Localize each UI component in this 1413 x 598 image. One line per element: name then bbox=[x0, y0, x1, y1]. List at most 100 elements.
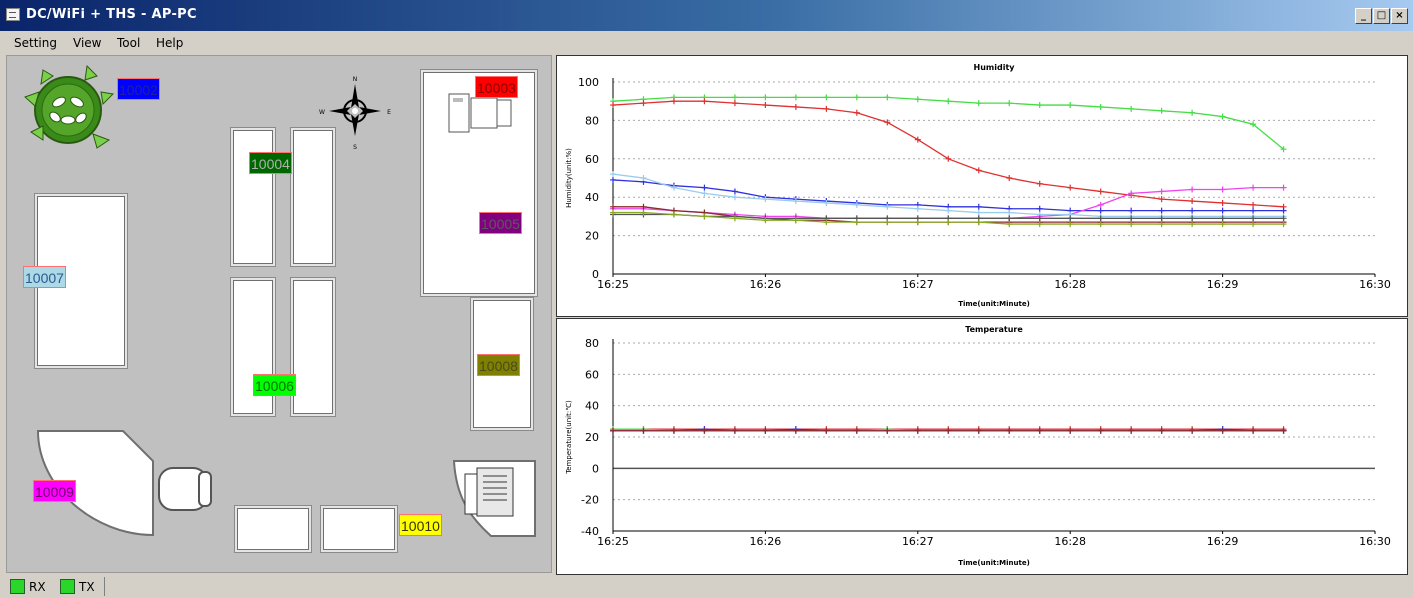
data-point bbox=[792, 103, 799, 110]
data-point bbox=[1189, 198, 1196, 205]
data-point bbox=[792, 198, 799, 205]
plant-icon bbox=[24, 64, 115, 149]
data-point bbox=[1189, 207, 1196, 214]
sensor-10010[interactable]: 10010 bbox=[399, 514, 442, 536]
data-point bbox=[762, 427, 769, 434]
data-point bbox=[1097, 103, 1104, 110]
data-point bbox=[1158, 107, 1165, 114]
app-icon bbox=[6, 8, 20, 21]
series-line bbox=[612, 100, 1284, 208]
y-tick-label: 60 bbox=[585, 368, 599, 381]
y-tick-label: -40 bbox=[581, 525, 599, 538]
data-point bbox=[1219, 186, 1226, 193]
data-point bbox=[731, 194, 738, 201]
temperature-chart-panel: Temperature -40 -20 0 20 40 60 80 16:25 16:26 16:2… bbox=[556, 318, 1408, 575]
rx-indicator-icon bbox=[10, 579, 25, 594]
data-point bbox=[1097, 188, 1104, 195]
data-point bbox=[975, 203, 982, 210]
sensor-10008[interactable]: 10008 bbox=[477, 354, 520, 376]
y-tick-label: 20 bbox=[585, 431, 599, 444]
x-tick-label: 16:26 bbox=[750, 278, 782, 291]
data-point bbox=[610, 427, 616, 434]
cabinet-b bbox=[323, 508, 395, 550]
data-point bbox=[1280, 221, 1287, 228]
data-point bbox=[670, 427, 677, 434]
x-axis-label: Time(unit:Minute) bbox=[958, 300, 1030, 308]
rx-label: RX bbox=[29, 580, 46, 594]
sensor-10004[interactable]: 10004 bbox=[249, 152, 292, 174]
data-point bbox=[731, 427, 738, 434]
close-button[interactable]: × bbox=[1391, 8, 1408, 24]
data-point bbox=[1036, 180, 1043, 187]
corner-table bbox=[36, 430, 154, 537]
data-point bbox=[670, 184, 677, 191]
data-point bbox=[1006, 100, 1013, 107]
data-point bbox=[1250, 427, 1257, 434]
data-point bbox=[1097, 221, 1104, 228]
data-point bbox=[1219, 207, 1226, 214]
sensor-10003[interactable]: 10003 bbox=[475, 76, 518, 98]
sensor-10009[interactable]: 10009 bbox=[33, 480, 76, 502]
menu-help[interactable]: Help bbox=[156, 36, 184, 50]
data-point bbox=[1067, 102, 1074, 109]
sensor-10007[interactable]: 10007 bbox=[23, 266, 66, 288]
data-point bbox=[853, 94, 860, 101]
data-point bbox=[823, 105, 830, 112]
y-axis-label: Temperature(unit:℃) bbox=[565, 400, 573, 475]
data-point bbox=[701, 213, 708, 220]
x-tick-label: 16:29 bbox=[1207, 535, 1239, 548]
data-point bbox=[1189, 109, 1196, 116]
temperature-chart: Temperature -40 -20 0 20 40 60 80 16:25 16:26 16:2… bbox=[565, 325, 1391, 567]
maximize-button[interactable]: □ bbox=[1373, 8, 1390, 24]
data-point bbox=[1097, 201, 1104, 208]
data-point bbox=[1097, 215, 1104, 222]
menu-setting[interactable]: Setting bbox=[14, 36, 57, 50]
data-point bbox=[1189, 427, 1196, 434]
data-point bbox=[640, 427, 647, 434]
data-point bbox=[1250, 121, 1257, 128]
data-point bbox=[975, 100, 982, 107]
compass-w: W bbox=[319, 109, 325, 116]
data-point bbox=[945, 207, 952, 214]
sensor-10005[interactable]: 10005 bbox=[479, 212, 522, 234]
data-point bbox=[914, 136, 921, 143]
data-point bbox=[1219, 221, 1226, 228]
data-point bbox=[1280, 215, 1287, 222]
data-point bbox=[1006, 221, 1013, 228]
status-bar: RX TX bbox=[0, 575, 1413, 598]
minimize-button[interactable]: _ bbox=[1355, 8, 1372, 24]
data-point bbox=[1067, 184, 1074, 191]
data-point bbox=[975, 219, 982, 226]
data-point bbox=[1158, 215, 1165, 222]
tx-indicator-icon bbox=[60, 579, 75, 594]
data-point bbox=[1128, 215, 1135, 222]
y-tick-label: 80 bbox=[585, 337, 599, 350]
data-point bbox=[945, 155, 952, 162]
data-point bbox=[701, 98, 708, 105]
desk-row2-b bbox=[293, 280, 333, 414]
data-point bbox=[975, 167, 982, 174]
menu-view[interactable]: View bbox=[73, 36, 102, 50]
data-point bbox=[1250, 221, 1257, 228]
menu-tool[interactable]: Tool bbox=[117, 36, 141, 50]
data-point bbox=[1097, 207, 1104, 214]
x-tick-label: 16:26 bbox=[750, 535, 782, 548]
y-tick-label: -20 bbox=[581, 494, 599, 507]
data-point bbox=[792, 94, 799, 101]
data-point bbox=[762, 217, 769, 224]
sensor-10006[interactable]: 10006 bbox=[253, 374, 296, 396]
data-point bbox=[1067, 221, 1074, 228]
y-tick-label: 100 bbox=[578, 76, 599, 89]
y-tick-label: 60 bbox=[585, 153, 599, 166]
data-point bbox=[1158, 221, 1165, 228]
data-point bbox=[1250, 207, 1257, 214]
desk-row1-a bbox=[233, 130, 273, 264]
sensor-10002[interactable]: 10002 bbox=[117, 78, 160, 100]
data-point bbox=[1250, 184, 1257, 191]
data-point bbox=[823, 94, 830, 101]
chart-title: Humidity bbox=[974, 63, 1016, 72]
data-point bbox=[640, 203, 647, 210]
data-point bbox=[610, 176, 616, 183]
printer-icon bbox=[452, 460, 536, 537]
data-point bbox=[975, 427, 982, 434]
